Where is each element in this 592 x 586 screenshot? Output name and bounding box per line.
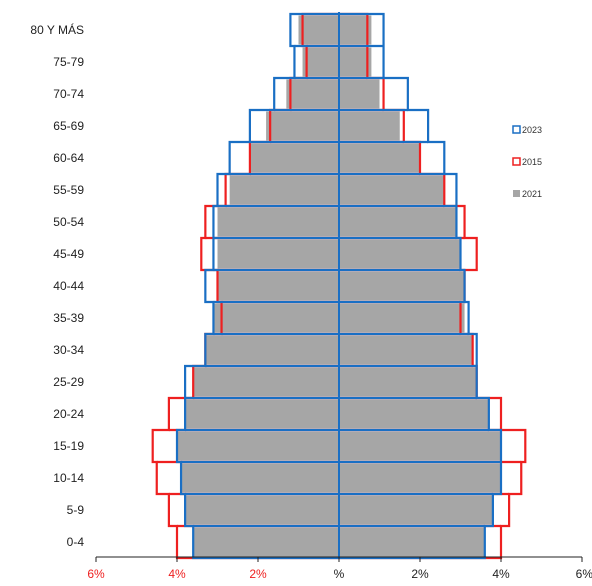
- outline-2015-left: [151, 12, 339, 560]
- age-label-5-9: 5-9: [67, 503, 85, 517]
- bar-2021-left-0-4: [193, 527, 339, 557]
- bar-2021-right-25-29: [339, 367, 477, 397]
- bar-2021-right-75-79: [339, 47, 372, 77]
- legend-label-2021: 2021: [522, 189, 542, 199]
- outline-2023-left: [175, 12, 339, 560]
- bar-2021-right-65-69: [339, 111, 400, 141]
- age-label-30-34: 30-34: [53, 343, 84, 357]
- age-group-labels: 0-4 5-9 10-14 15-19 20-24 25-29 30-34 35-39 40-4…: [30, 22, 84, 549]
- bar-2021-right-55-59: [339, 175, 445, 205]
- bar-2021-left-60-64: [249, 143, 339, 173]
- x-tick-label: 6%: [87, 567, 105, 581]
- bar-2021-left-20-24: [185, 399, 339, 429]
- legend-swatch-2023: [512, 125, 521, 134]
- age-label-60-64: 60-64: [53, 151, 84, 165]
- bar-2021-right-80-y-m-s: [339, 15, 372, 45]
- bar-2021-right-45-49: [339, 239, 461, 269]
- bar-2021-left-80-y-m-s: [298, 15, 339, 45]
- x-tick-label: %: [334, 567, 345, 581]
- bar-2021-left-50-54: [217, 207, 339, 237]
- age-label-40-44: 40-44: [53, 279, 84, 293]
- bars-layer: [177, 15, 501, 557]
- age-label-10-14: 10-14: [53, 471, 84, 485]
- age-label-70-74: 70-74: [53, 87, 84, 101]
- bar-2021-right-0-4: [339, 527, 485, 557]
- bar-2021-left-40-44: [217, 271, 339, 301]
- bar-2021-left-10-14: [181, 463, 339, 493]
- age-label-0-4: 0-4: [67, 535, 85, 549]
- bar-2021-left-15-19: [177, 431, 339, 461]
- bar-2021-left-75-79: [302, 47, 339, 77]
- bar-2021-right-10-14: [339, 463, 501, 493]
- legend-swatch-2015: [512, 157, 521, 166]
- bar-2021-right-40-44: [339, 271, 465, 301]
- age-label-75-79: 75-79: [53, 55, 84, 69]
- bar-2021-left-35-39: [213, 303, 339, 333]
- bar-2021-left-5-9: [185, 495, 339, 525]
- age-label-55-59: 55-59: [53, 183, 84, 197]
- bar-2021-left-45-49: [217, 239, 339, 269]
- age-label-50-54: 50-54: [53, 215, 84, 229]
- outline-2023-right: [339, 12, 503, 560]
- x-tick-label: 4%: [168, 567, 186, 581]
- x-tick-label: 4%: [492, 567, 510, 581]
- x-tick-label: 6%: [576, 567, 592, 581]
- bar-2021-right-70-74: [339, 79, 380, 109]
- bar-2021-left-70-74: [286, 79, 339, 109]
- bar-2021-left-25-29: [193, 367, 339, 397]
- outline-layer: [151, 12, 527, 560]
- x-tick-label: 2%: [411, 567, 429, 581]
- bar-2021-right-5-9: [339, 495, 493, 525]
- legend: 2023 2015 2021: [512, 125, 542, 199]
- age-label-20-24: 20-24: [53, 407, 84, 421]
- bar-2021-right-60-64: [339, 143, 420, 173]
- age-label-65-69: 65-69: [53, 119, 84, 133]
- age-label-15-19: 15-19: [53, 439, 84, 453]
- age-label-45-49: 45-49: [53, 247, 84, 261]
- legend-label-2023: 2023: [522, 125, 542, 135]
- legend-swatch-2021: [513, 190, 520, 197]
- legend-label-2015: 2015: [522, 157, 542, 167]
- bar-2021-left-30-34: [205, 335, 339, 365]
- bar-2021-left-55-59: [229, 175, 339, 205]
- bar-2021-right-35-39: [339, 303, 465, 333]
- x-tick-label: 2%: [249, 567, 267, 581]
- age-label-35-39: 35-39: [53, 311, 84, 325]
- age-label-80-y-m-s: 80 Y MÁS: [30, 22, 84, 37]
- bar-2021-right-50-54: [339, 207, 457, 237]
- bar-2021-right-15-19: [339, 431, 501, 461]
- x-axis: 6% 4% 2%% 2% 4% 6%: [87, 12, 592, 581]
- age-label-25-29: 25-29: [53, 375, 84, 389]
- bar-2021-right-30-34: [339, 335, 473, 365]
- bar-2021-right-20-24: [339, 399, 489, 429]
- bar-2021-left-65-69: [266, 111, 339, 141]
